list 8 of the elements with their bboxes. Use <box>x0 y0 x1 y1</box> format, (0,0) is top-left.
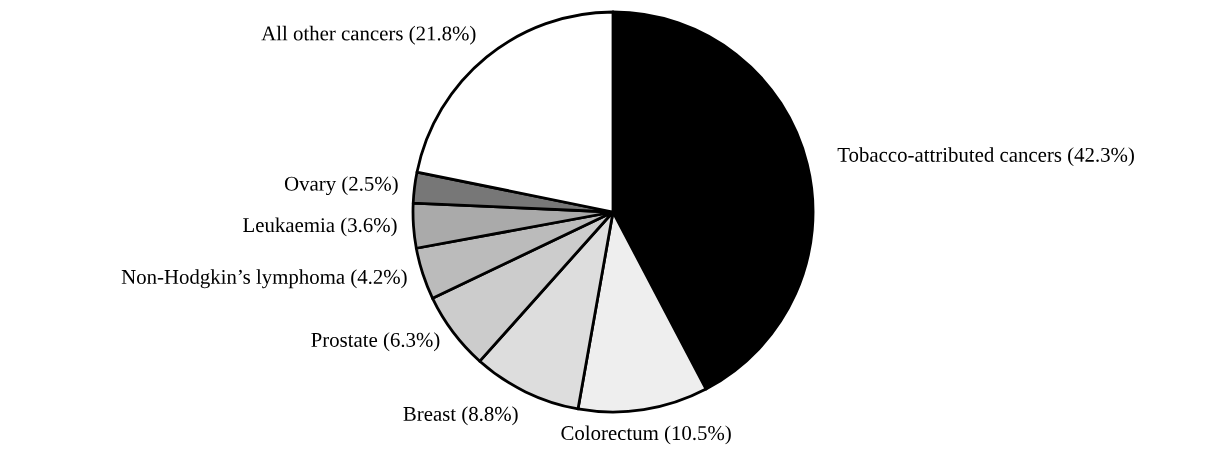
slice-label: Ovary (2.5%) <box>284 176 398 196</box>
slice-label: All other cancers (21.8%) <box>261 25 476 45</box>
slice-label: Tobacco-attributed cancers (42.3%) <box>837 147 1134 167</box>
slice-label: Leukaemia (3.6%) <box>243 217 397 237</box>
slice-label: Non-Hodgkin’s lymphoma (4.2%) <box>121 269 407 289</box>
slice-label: Prostate (6.3%) <box>311 332 440 352</box>
slice-label: Colorectum (10.5%) <box>561 425 731 445</box>
slice-label: Breast (8.8%) <box>403 406 518 426</box>
